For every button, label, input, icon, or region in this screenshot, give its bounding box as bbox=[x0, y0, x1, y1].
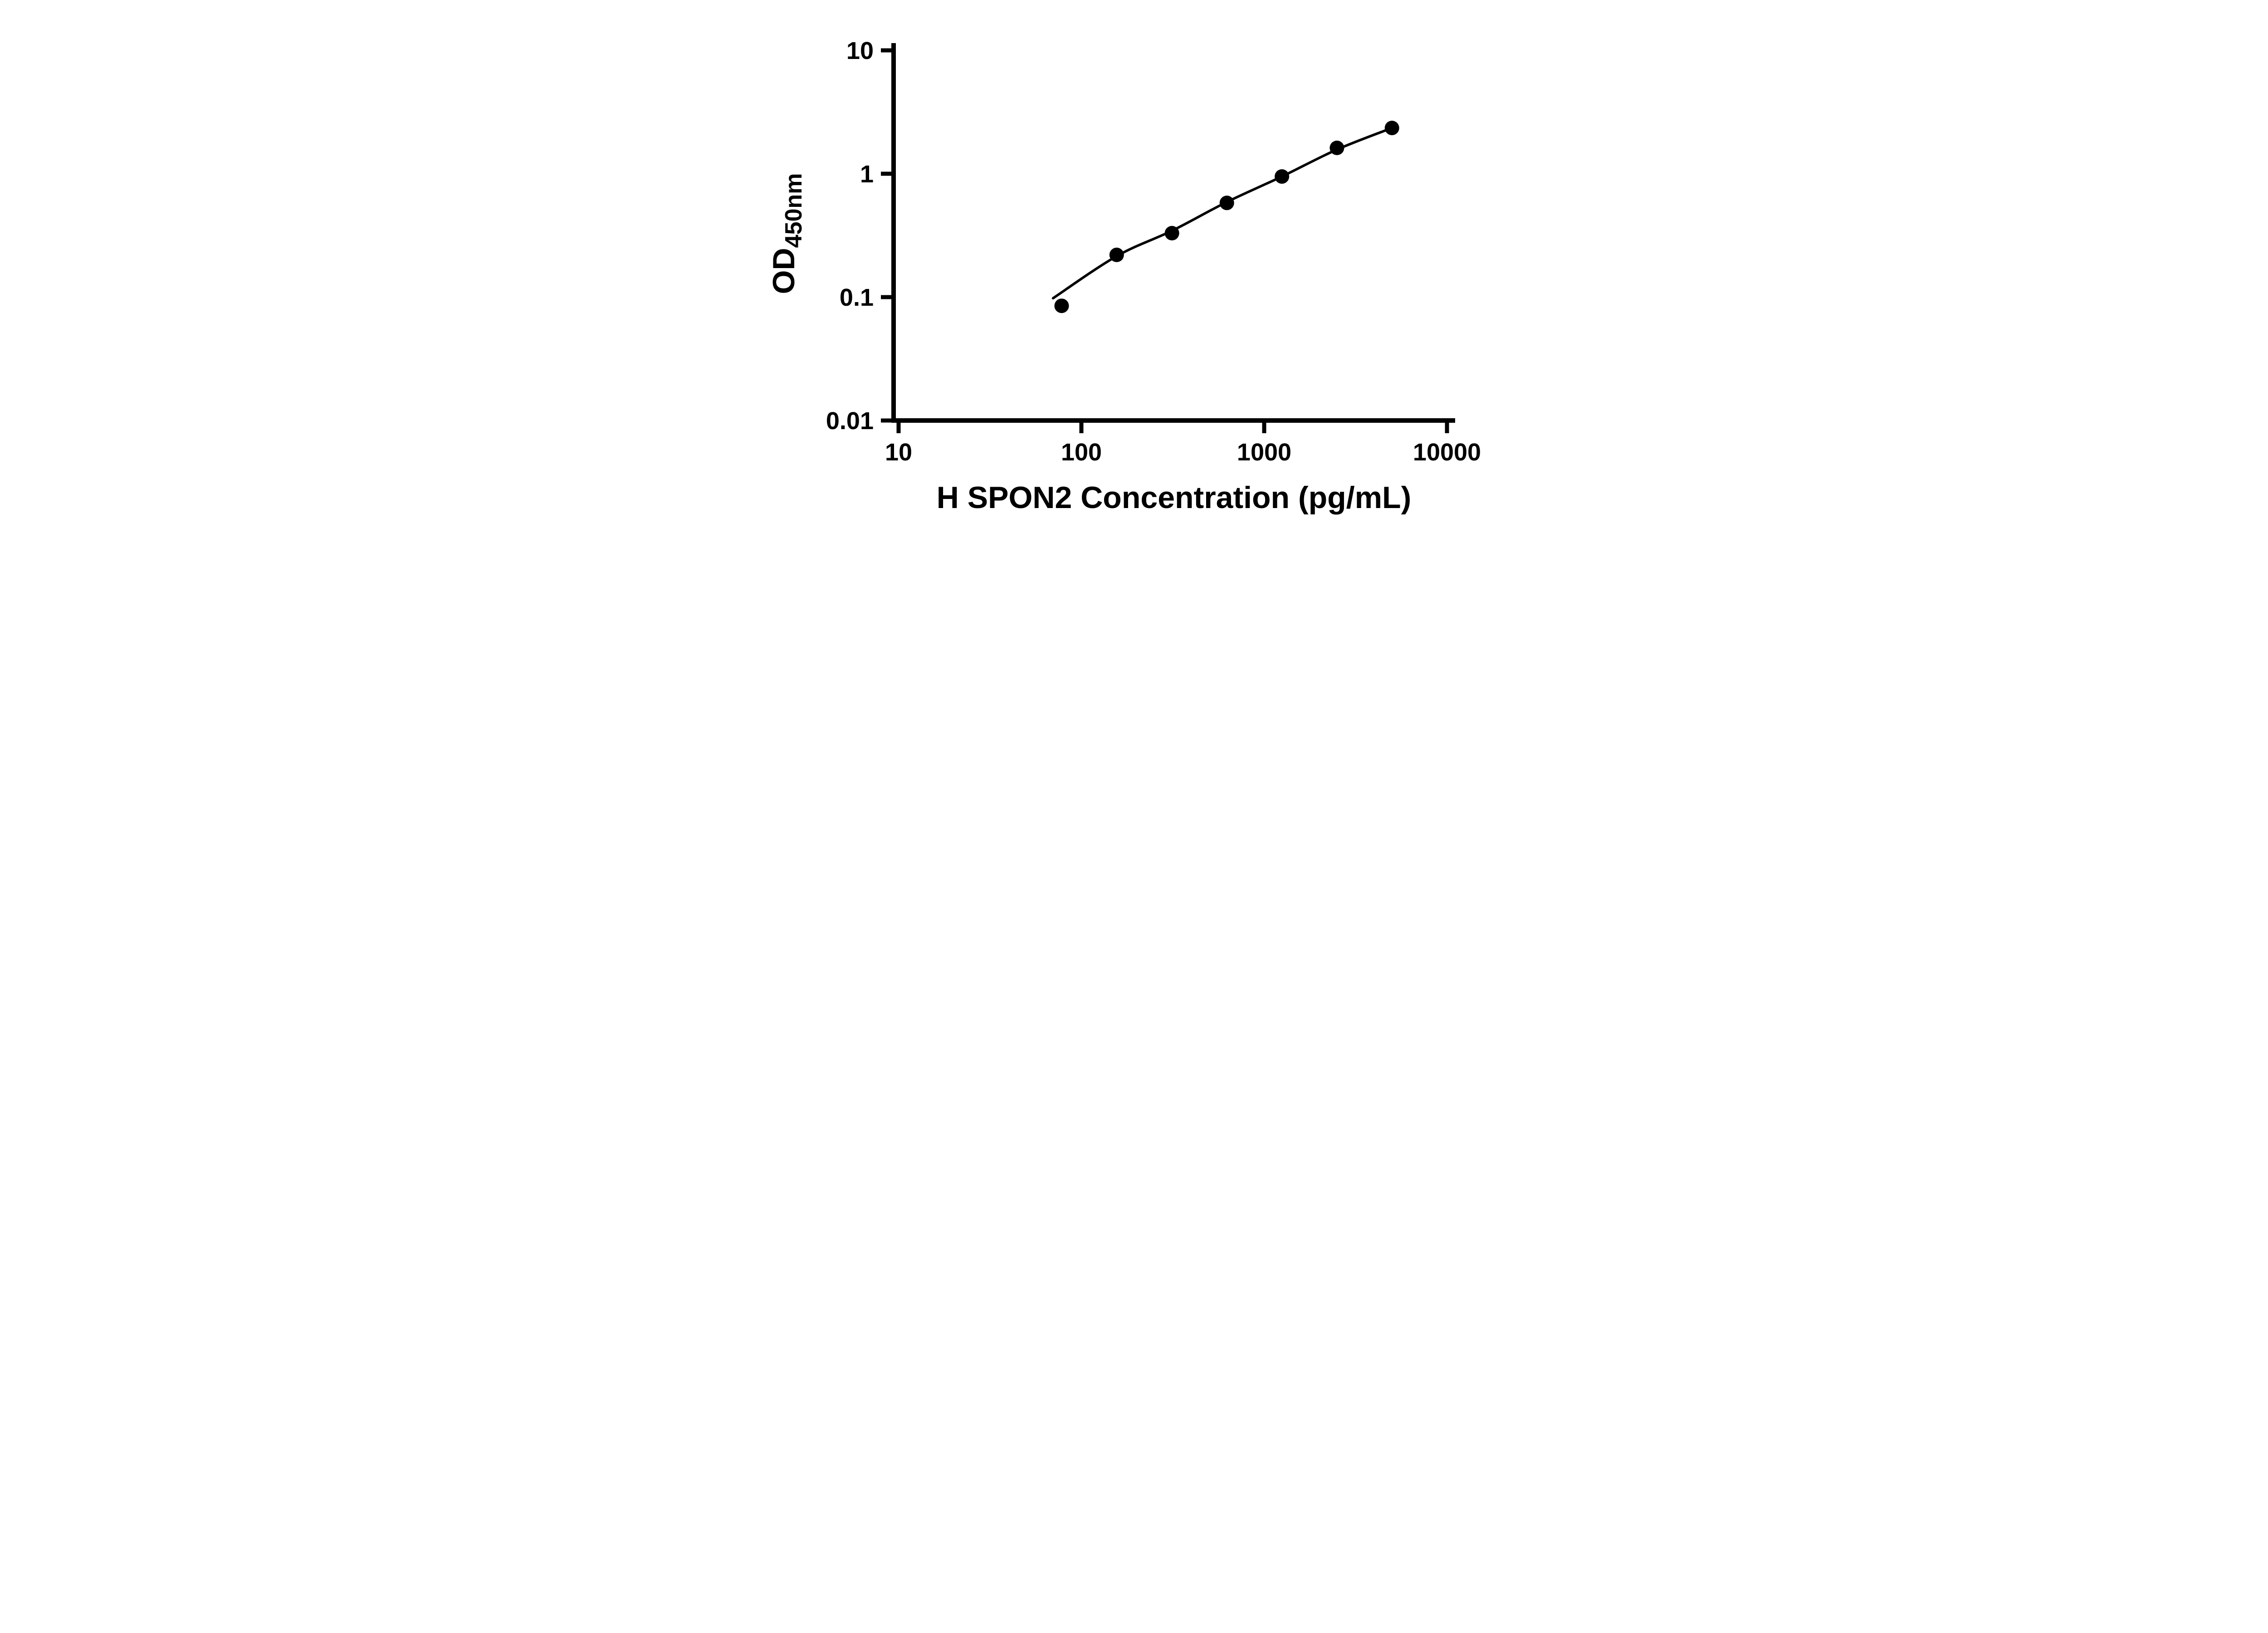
data-point bbox=[1054, 298, 1069, 313]
x-axis-title: H SPON2 Concentration (pg/mL) bbox=[937, 480, 1411, 515]
chart-series bbox=[1051, 121, 1399, 313]
data-point bbox=[1384, 121, 1399, 136]
x-tick-label: 100 bbox=[1061, 439, 1102, 466]
y-axis-title-main: OD bbox=[767, 248, 801, 294]
standard-curve-chart: 10 100 1000 10000 10 1 0.1 0.01 H SPON2 Concent… bbox=[767, 37, 1481, 515]
chart-ticks bbox=[881, 48, 1449, 433]
data-point bbox=[1164, 226, 1179, 240]
x-tick-label: 10000 bbox=[1413, 439, 1481, 466]
y-axis-title: OD450nm bbox=[767, 173, 807, 294]
data-point bbox=[1275, 169, 1290, 184]
y-tick-label: 10 bbox=[846, 37, 874, 64]
x-tick-label: 10 bbox=[885, 439, 912, 466]
y-tick-label: 0.1 bbox=[840, 284, 874, 311]
y-tick-label: 0.01 bbox=[826, 407, 874, 435]
data-point bbox=[1330, 141, 1344, 155]
y-tick-label: 1 bbox=[860, 161, 874, 188]
data-point bbox=[1109, 247, 1124, 262]
chart-tick-labels: 10 100 1000 10000 10 1 0.1 0.01 bbox=[826, 37, 1481, 466]
data-point bbox=[1219, 196, 1234, 210]
y-axis-title-subscript: 450nm bbox=[781, 173, 807, 248]
x-tick-label: 1000 bbox=[1237, 439, 1291, 466]
elisa-standard-curve-figure: 10 100 1000 10000 10 1 0.1 0.01 H SPON2 Concent… bbox=[745, 0, 1523, 544]
